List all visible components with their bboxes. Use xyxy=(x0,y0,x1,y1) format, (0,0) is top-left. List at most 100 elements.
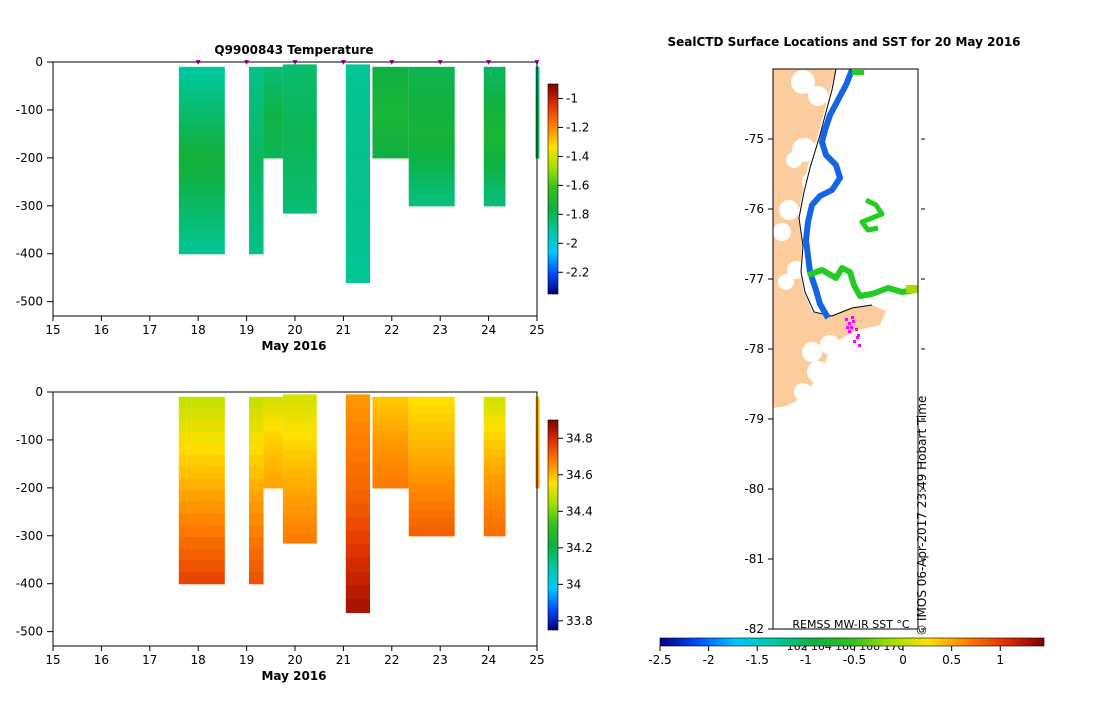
profile-cell xyxy=(263,100,283,108)
x-tick-label: 16 xyxy=(94,323,109,337)
profile-cell xyxy=(408,396,455,407)
colorbar-tick-label: 33.8 xyxy=(566,614,593,628)
track-point xyxy=(848,330,851,333)
profile-cell xyxy=(408,92,455,103)
sst-offshore-patch xyxy=(859,197,885,233)
profile-cell xyxy=(282,175,317,186)
profile-cell xyxy=(345,421,371,436)
profile-cell xyxy=(249,396,264,410)
profile-cell xyxy=(408,75,455,85)
profile-cell xyxy=(282,487,317,498)
track-point xyxy=(856,336,859,339)
x-tick-label: 20 xyxy=(287,653,302,667)
x-tick-label: 23 xyxy=(433,653,448,667)
profile-cell xyxy=(345,394,371,409)
profile-cell xyxy=(372,83,409,91)
profile-cell xyxy=(483,197,506,207)
profile-cell xyxy=(263,83,283,91)
x-tick-label: 15 xyxy=(45,653,60,667)
map-title: SealCTD Surface Locations and SST for 20… xyxy=(667,35,1020,49)
track-point xyxy=(845,318,848,321)
x-tick-label: 22 xyxy=(384,323,399,337)
sst-colorbar-frame xyxy=(659,637,1045,647)
profile-cell xyxy=(282,185,317,195)
profile-cell xyxy=(345,214,371,229)
profile-cell xyxy=(282,129,317,140)
profile-cell xyxy=(483,110,506,120)
profile-cell xyxy=(178,548,225,561)
profile-cell xyxy=(408,110,455,120)
map-credit: © IMOS 06-Apr-2017 23:49 Hobart Time xyxy=(915,396,929,636)
profile-cell xyxy=(263,402,283,409)
profile-cell xyxy=(483,431,506,441)
profile-cell xyxy=(282,203,317,214)
profile-cell xyxy=(483,414,506,424)
profile-cell xyxy=(178,136,225,150)
profile-cell xyxy=(345,105,371,120)
profile-cell xyxy=(249,206,264,220)
profile-cell xyxy=(282,101,317,112)
profile-cell xyxy=(249,218,264,231)
profile-cell xyxy=(263,112,283,119)
x-tick-label: 17 xyxy=(142,323,157,337)
profile-cell xyxy=(178,218,225,231)
profile-cell xyxy=(282,166,317,177)
track-point xyxy=(846,326,849,329)
profile-cell xyxy=(345,64,371,79)
profile-cell xyxy=(178,396,225,410)
profile-cell xyxy=(249,101,264,115)
x-tick-label: 19 xyxy=(239,653,254,667)
y-tick-label: 0 xyxy=(35,55,43,69)
profile-cell xyxy=(483,179,506,190)
profile-cell xyxy=(282,459,317,470)
profile-cell xyxy=(282,82,317,93)
profile-cell xyxy=(345,408,371,423)
lat-tick-label: -81 xyxy=(744,552,764,566)
x-tick-label: 20 xyxy=(287,323,302,337)
profile-cell xyxy=(282,147,317,158)
profile-cell xyxy=(372,106,409,113)
profile-cell xyxy=(263,430,283,438)
profile-cell xyxy=(483,483,506,493)
profile-cell xyxy=(408,466,455,476)
profile-cell xyxy=(408,144,455,155)
x-tick-label: 23 xyxy=(433,323,448,337)
profile-cell xyxy=(249,572,264,585)
profile-cell xyxy=(178,113,225,126)
profile-cell xyxy=(408,448,455,459)
profile-cell xyxy=(263,448,283,455)
profile-cell xyxy=(408,457,455,467)
sst-offshore-band xyxy=(806,265,916,299)
profile-cell xyxy=(178,490,225,503)
colorbar-tick-label: -1.6 xyxy=(566,178,589,192)
profile-cell xyxy=(249,466,264,480)
profile-cell xyxy=(282,450,317,460)
profile-cell xyxy=(345,132,371,147)
profile-cell xyxy=(483,405,506,415)
sst-colorbar-tick-label: -2 xyxy=(703,653,715,667)
sst-colorbar-ticks: -2.5 -2 -1.5 -1 -0.5 0 0.5 1 xyxy=(648,646,1004,667)
profile-cell xyxy=(408,527,455,537)
profile-cell xyxy=(408,101,455,111)
profile-cell xyxy=(178,560,225,573)
profile-cell xyxy=(263,152,283,159)
profile-cell xyxy=(372,470,409,478)
sst-colorbar-tick-label: -0.5 xyxy=(843,653,866,667)
track-point xyxy=(857,334,860,337)
profile-cell xyxy=(282,524,317,535)
lat-tick-label: -82 xyxy=(744,622,764,636)
profile-cell xyxy=(345,118,371,134)
profile-cell xyxy=(249,113,264,126)
profile-cell xyxy=(249,420,264,433)
profile-cell xyxy=(263,482,283,489)
profile-cell xyxy=(263,129,283,136)
profile-cell xyxy=(483,188,506,198)
profile-cell xyxy=(263,425,283,432)
colorbar-tick-label: 34 xyxy=(566,577,581,591)
profile-cell xyxy=(263,72,283,79)
profile-cell xyxy=(345,435,371,450)
profile-cell xyxy=(282,468,317,479)
profile-cell xyxy=(372,465,409,472)
profile-cell xyxy=(178,525,225,538)
temperature-colorbar xyxy=(548,84,558,294)
